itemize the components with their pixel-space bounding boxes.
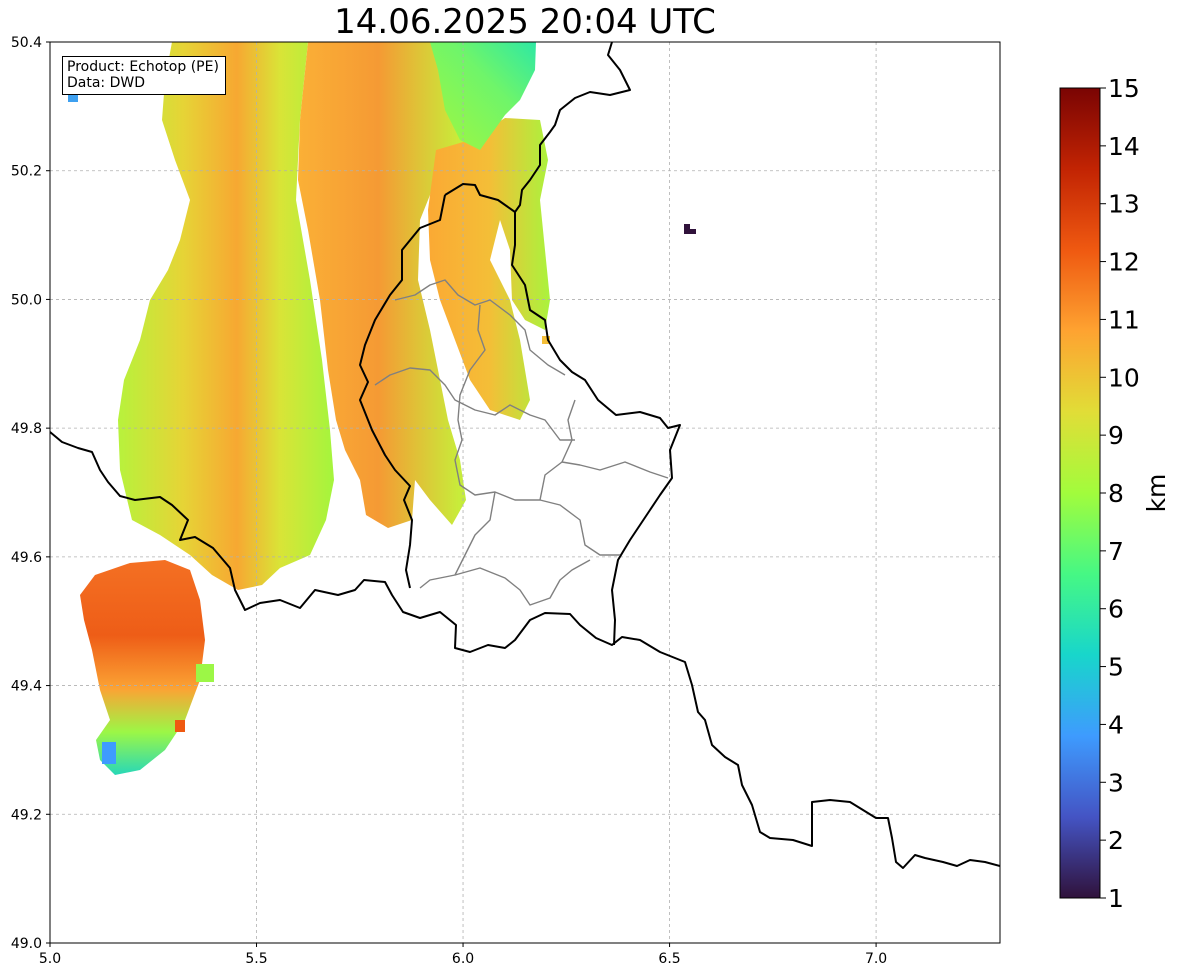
colorbar-tick-label: 4 (1108, 710, 1124, 739)
echotop-pixel (688, 229, 696, 234)
echotop-cell-east (428, 118, 550, 420)
y-tick-label: 50.2 (11, 164, 42, 180)
colorbar-tick-label: 7 (1108, 537, 1124, 566)
border-lux-outline (359, 194, 446, 589)
regional-border (419, 491, 496, 589)
y-axis: 49.0 49.2 49.4 49.6 49.8 50.0 50.2 50.4 (11, 35, 50, 952)
map-grid (50, 42, 1000, 943)
colorbar-tick-label: 8 (1108, 479, 1124, 508)
echotop-cell-north (430, 42, 536, 150)
border-germany-east (511, 212, 681, 646)
colorbar-gradient (1059, 87, 1101, 899)
colorbar-tick-label: 3 (1108, 768, 1124, 797)
echotop-cell-west (118, 42, 334, 590)
info-box: Product: Echotop (PE) Data: DWD (62, 56, 226, 95)
border-belgium-france (50, 431, 1000, 869)
echotop-pixel (175, 720, 185, 732)
y-tick-label: 49.8 (11, 421, 42, 437)
x-axis: 5.0 5.5 6.0 6.5 7.0 (39, 943, 887, 967)
info-data-source: Data: DWD (67, 75, 145, 91)
x-tick-label: 5.0 (39, 951, 61, 967)
map-content (50, 42, 1000, 943)
map-title: 14.06.2025 20:04 UTC (334, 2, 716, 42)
echotop-pixel (542, 336, 550, 344)
y-tick-label: 49.4 (11, 679, 42, 695)
colorbar-tick-label: 5 (1108, 653, 1124, 682)
x-tick-label: 5.5 (245, 951, 267, 967)
border-luxembourg (444, 42, 631, 213)
colorbar-tick-label: 14 (1108, 132, 1140, 161)
info-product: Product: Echotop (PE) (67, 59, 219, 75)
echotop-cell-central (298, 42, 528, 528)
colorbar-label: km (1142, 474, 1171, 513)
colorbar-tick-label: 12 (1108, 248, 1140, 277)
regional-border (561, 461, 669, 479)
national-borders (50, 42, 1000, 869)
regional-borders (374, 279, 669, 606)
map-border (49, 41, 1001, 944)
echotop-pixel (68, 92, 78, 102)
colorbar-tick-label: 9 (1108, 421, 1124, 450)
colorbar-tick-label: 2 (1108, 826, 1124, 855)
colorbar-tick-label: 10 (1108, 363, 1140, 392)
x-tick-label: 6.5 (658, 951, 680, 967)
x-tick-label: 7.0 (865, 951, 887, 967)
regional-border (374, 367, 575, 441)
regional-border (539, 399, 576, 501)
regional-border (454, 304, 620, 556)
echotop-pixel (196, 664, 214, 682)
y-tick-label: 50.4 (11, 35, 42, 51)
regional-border (394, 279, 566, 376)
echotop-pixel (684, 224, 690, 234)
colorbar-tick-label: 11 (1108, 305, 1140, 334)
regional-border (454, 559, 591, 606)
colorbar-tick-label: 13 (1108, 190, 1140, 219)
colorbar-tick-label: 15 (1108, 74, 1140, 103)
colorbar-tick-label: 1 (1108, 884, 1124, 913)
y-tick-label: 50.0 (11, 292, 42, 308)
y-tick-label: 49.2 (11, 807, 42, 823)
y-tick-label: 49.0 (11, 936, 42, 952)
colorbar-tick-label: 6 (1108, 595, 1124, 624)
echotop-pixel (102, 742, 116, 764)
echotop-cell-southwest (80, 560, 205, 775)
y-tick-label: 49.6 (11, 550, 42, 566)
x-tick-label: 6.0 (452, 951, 474, 967)
echotop-cells (68, 42, 696, 775)
